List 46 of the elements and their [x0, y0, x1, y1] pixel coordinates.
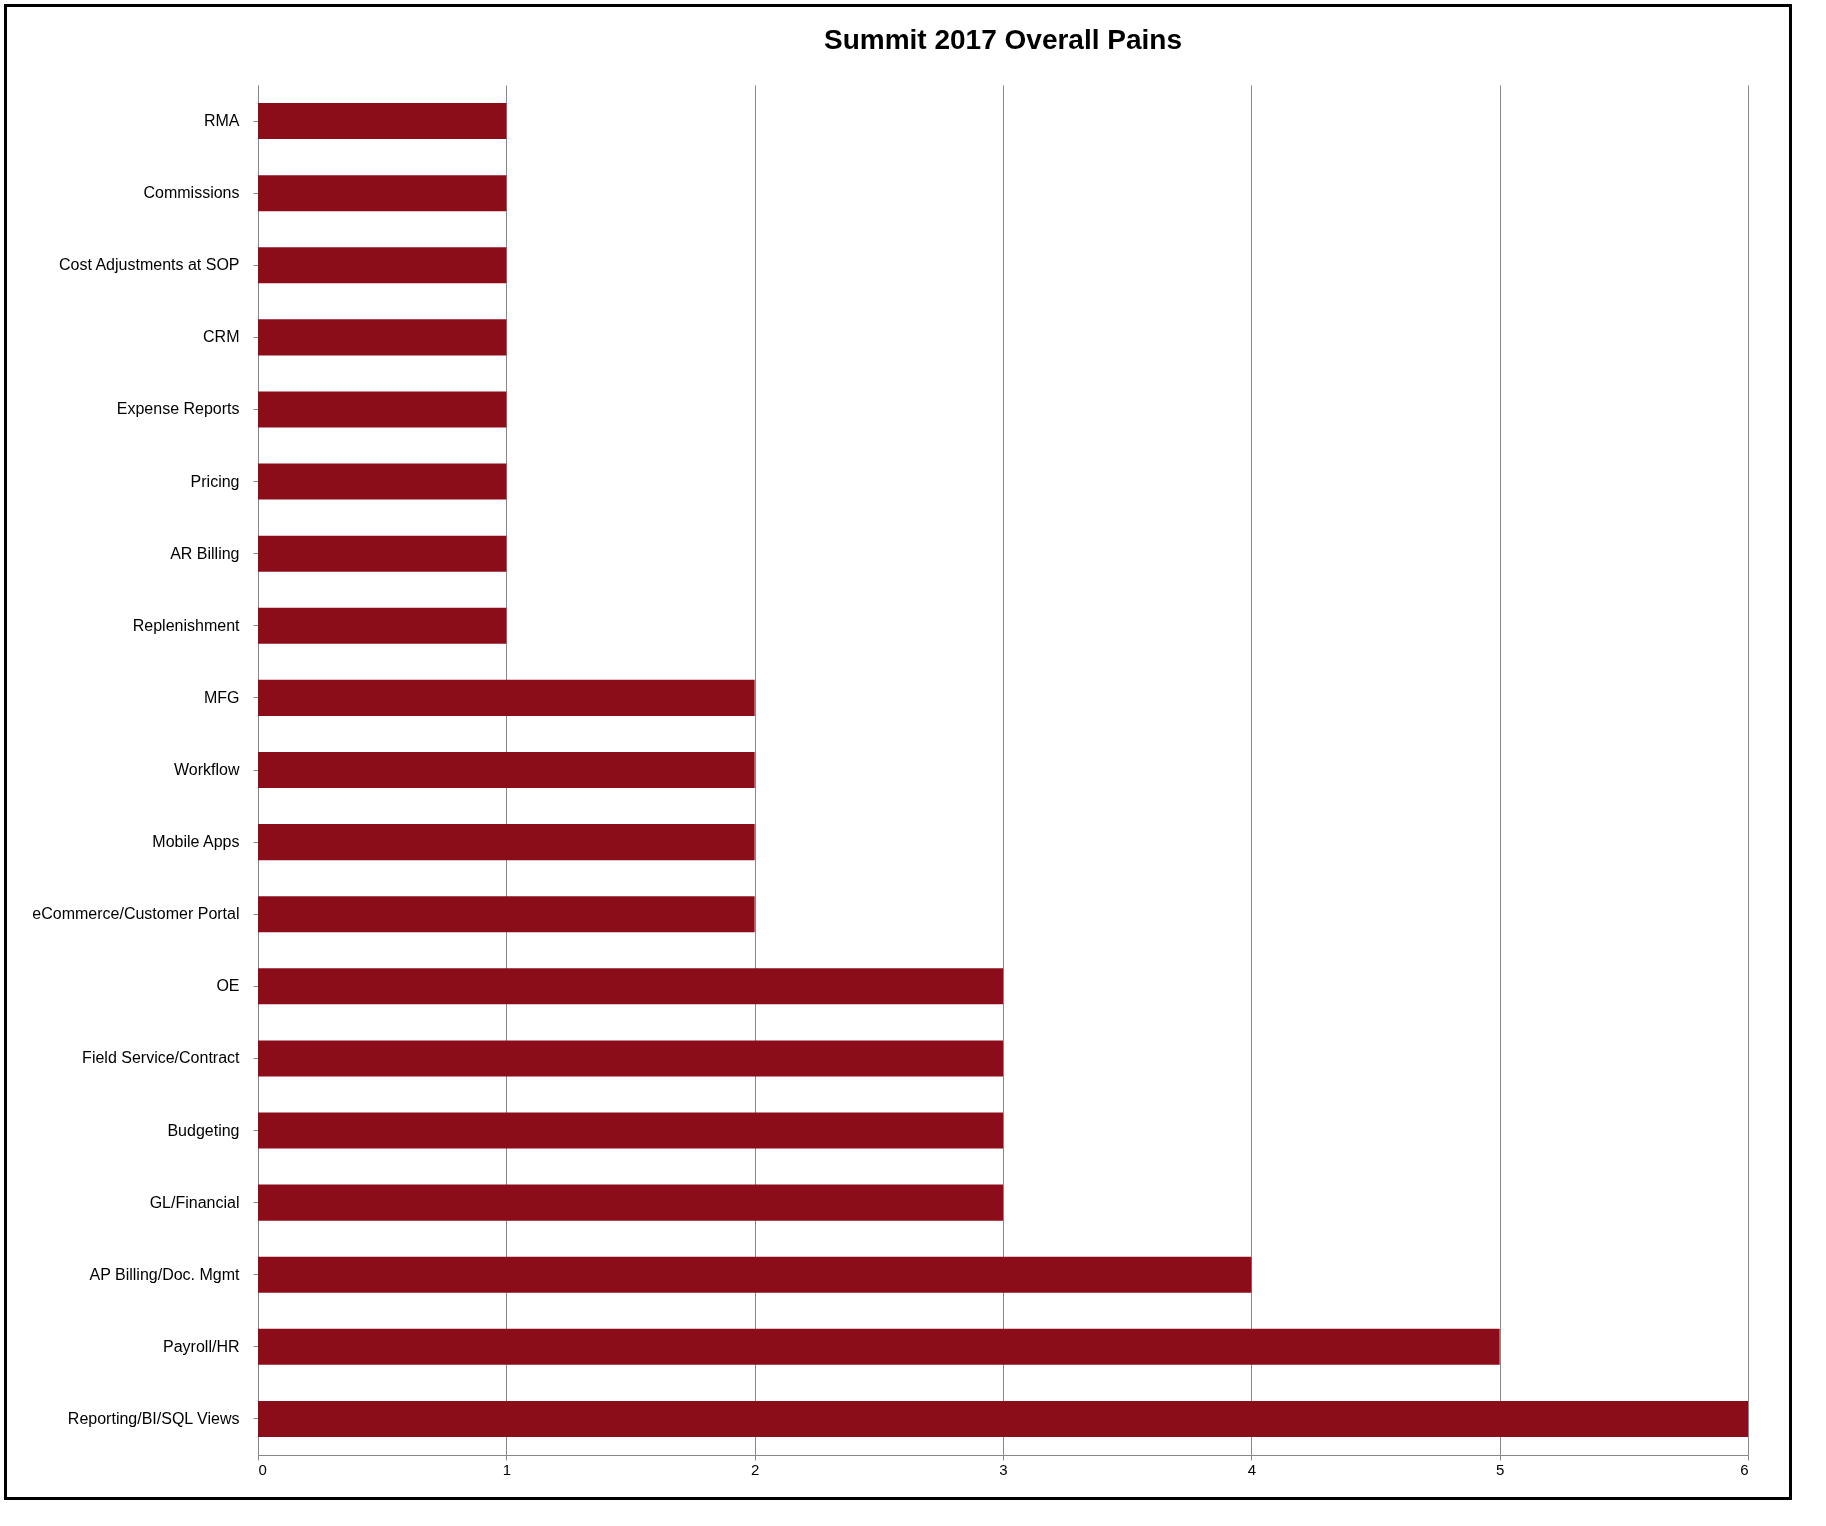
bar [258, 103, 507, 140]
bar [258, 1112, 1003, 1149]
y-tick-label: Budgeting [167, 1121, 240, 1139]
bar [258, 463, 507, 500]
bar [258, 679, 755, 716]
x-tick-label: 4 [1247, 1460, 1257, 1478]
y-tick-label: Reporting/BI/SQL Views [67, 1409, 240, 1427]
bar [258, 319, 507, 356]
y-tick-label: CRM [203, 328, 240, 346]
bar [258, 607, 507, 644]
bar [258, 1184, 1003, 1221]
bar [258, 1328, 1500, 1365]
y-tick-label: Pricing [190, 472, 240, 490]
x-tick-label: 5 [1495, 1460, 1505, 1478]
bar [258, 896, 755, 933]
bar [258, 391, 507, 428]
y-tick-label: Mobile Apps [152, 833, 240, 851]
y-tick-label: Payroll/HR [163, 1337, 240, 1355]
x-tick-label: 6 [1740, 1460, 1749, 1478]
bar [258, 535, 507, 572]
y-tick-label: Field Service/Contract [82, 1049, 241, 1067]
y-tick-label: Workflow [174, 761, 240, 778]
bar [258, 1256, 1252, 1293]
x-tick-label: 2 [750, 1460, 760, 1478]
y-tick-label: RMA [203, 112, 240, 130]
y-tick-label: eCommerce/Customer Portal [32, 905, 240, 923]
y-tick-label: GL/Financial [149, 1193, 240, 1211]
y-tick-label: Cost Adjustments at SOP [58, 256, 240, 274]
y-tick-label: Replenishment [132, 616, 241, 634]
bar [258, 1040, 1003, 1077]
y-tick-label: AP Billing/Doc. Mgmt [89, 1265, 241, 1283]
bar [258, 751, 755, 789]
bar [258, 968, 1003, 1005]
bar [258, 175, 507, 212]
y-tick-label: Commissions [143, 184, 240, 202]
x-tick-label: 3 [999, 1460, 1008, 1478]
y-tick-label: AR Billing [170, 544, 240, 562]
chart-title: Summit 2017 Overall Pains [824, 24, 1182, 55]
bar [258, 824, 755, 861]
y-tick-label: Expense Reports [116, 400, 240, 418]
x-tick-label: 0 [258, 1460, 267, 1478]
y-tick-label: OE [216, 977, 240, 995]
y-tick-label: MFG [203, 688, 240, 706]
x-tick-label: 1 [502, 1460, 512, 1478]
bar [258, 247, 507, 284]
bar [258, 1400, 1748, 1437]
